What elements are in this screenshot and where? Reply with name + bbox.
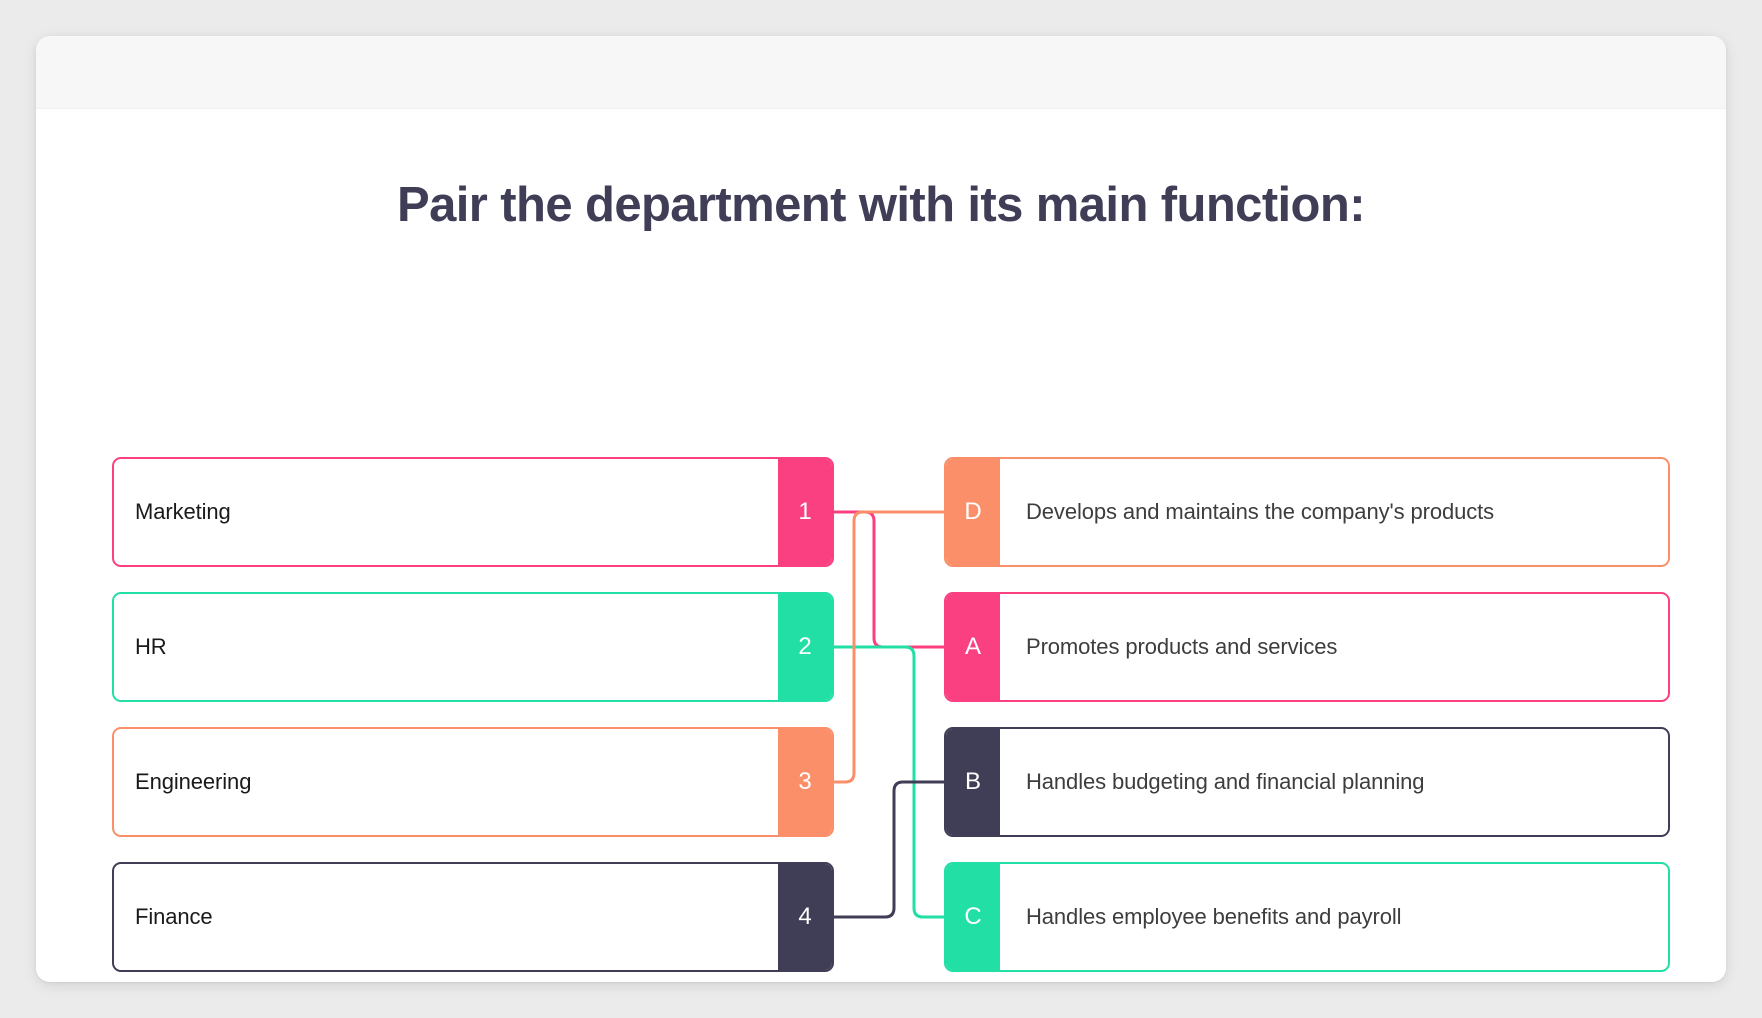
left-card-number-badge[interactable]: 3	[778, 729, 832, 835]
right-card-benefits-payroll[interactable]: C Handles employee benefits and payroll	[944, 862, 1670, 972]
window-content: Pair the department with its main functi…	[36, 109, 1726, 982]
right-card-letter-badge[interactable]: A	[946, 594, 1000, 700]
left-card-number-badge[interactable]: 4	[778, 864, 832, 970]
connector-3-to-D	[832, 510, 946, 784]
left-card-marketing[interactable]: Marketing 1	[112, 457, 834, 567]
right-card-letter-badge[interactable]: D	[946, 459, 1000, 565]
right-card-description: Handles budgeting and financial planning	[1026, 769, 1425, 794]
right-card-letter-badge[interactable]: C	[946, 864, 1000, 970]
left-card-label: Marketing	[135, 499, 231, 524]
app-window: Pair the department with its main functi…	[36, 36, 1726, 982]
left-card-label: Engineering	[135, 769, 252, 794]
connector-2-to-C	[832, 645, 946, 919]
left-card-finance[interactable]: Finance 4	[112, 862, 834, 972]
right-card-budgeting[interactable]: B Handles budgeting and financial planni…	[944, 727, 1670, 837]
left-card-engineering[interactable]: Engineering 3	[112, 727, 834, 837]
left-card-number-badge[interactable]: 1	[778, 459, 832, 565]
left-card-hr[interactable]: HR 2	[112, 592, 834, 702]
window-titlebar	[36, 36, 1726, 109]
left-card-label: HR	[135, 634, 167, 659]
left-card-label: Finance	[135, 904, 213, 929]
right-card-letter-badge[interactable]: B	[946, 729, 1000, 835]
right-card-develops-products[interactable]: D Develops and maintains the company's p…	[944, 457, 1670, 567]
right-card-description: Develops and maintains the company's pro…	[1026, 499, 1495, 524]
connector-4-to-B	[832, 780, 946, 919]
connector-1-to-A	[832, 510, 946, 649]
left-card-number-badge[interactable]: 2	[778, 594, 832, 700]
right-card-description: Promotes products and services	[1026, 634, 1338, 659]
right-card-description: Handles employee benefits and payroll	[1026, 904, 1402, 929]
page-title: Pair the department with its main functi…	[397, 178, 1365, 232]
match-board: Marketing 1 HR 2 Engineering 3 Finance 4…	[36, 109, 1726, 982]
right-card-promotes-products[interactable]: A Promotes products and services	[944, 592, 1670, 702]
